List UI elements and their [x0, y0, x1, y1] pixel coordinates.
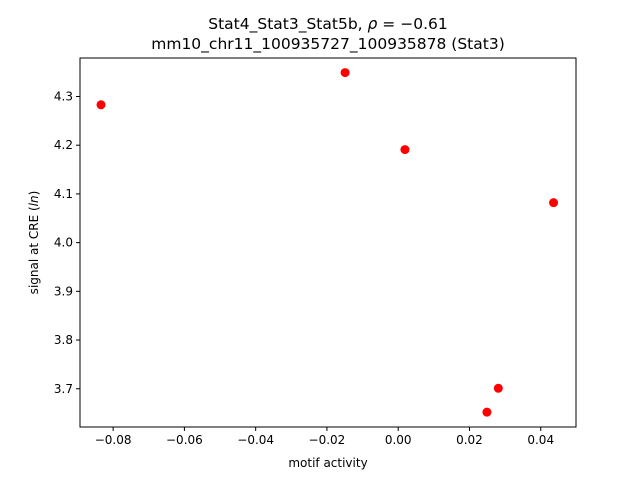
- x-tick-label: −0.04: [237, 433, 274, 447]
- y-tick-label: 4.3: [54, 89, 73, 103]
- x-tick-label: −0.06: [166, 433, 203, 447]
- x-tick-label: 0.04: [527, 433, 554, 447]
- data-point: [493, 383, 503, 393]
- chart-title-line-1: Stat4_Stat3_Stat5b, ρ = −0.61: [208, 15, 447, 34]
- y-tick-label: 4.1: [54, 187, 73, 201]
- data-point: [340, 68, 350, 78]
- data-point: [549, 198, 559, 208]
- y-tick-label: 3.7: [54, 382, 73, 396]
- data-points: [96, 68, 559, 417]
- x-axis-ticks: −0.08 −0.06 −0.04 −0.02 0.00 0.02 0.04: [95, 427, 554, 447]
- data-point: [96, 100, 106, 110]
- data-point: [400, 145, 410, 155]
- y-tick-label: 4.0: [54, 236, 73, 250]
- data-point: [482, 407, 492, 417]
- y-axis-ticks: 3.7 3.8 3.9 4.0 4.1 4.2 4.3: [54, 89, 80, 396]
- y-tick-label: 4.2: [54, 138, 73, 152]
- x-tick-label: 0.02: [456, 433, 483, 447]
- x-axis-label: motif activity: [288, 456, 367, 470]
- y-tick-label: 3.9: [54, 284, 73, 298]
- y-tick-label: 3.8: [54, 333, 73, 347]
- x-tick-label: −0.02: [309, 433, 346, 447]
- chart-title-line-2: mm10_chr11_100935727_100935878 (Stat3): [151, 35, 505, 54]
- x-tick-label: 0.00: [385, 433, 412, 447]
- x-tick-label: −0.08: [95, 433, 132, 447]
- y-axis-label: signal at CRE (ln): [27, 191, 41, 295]
